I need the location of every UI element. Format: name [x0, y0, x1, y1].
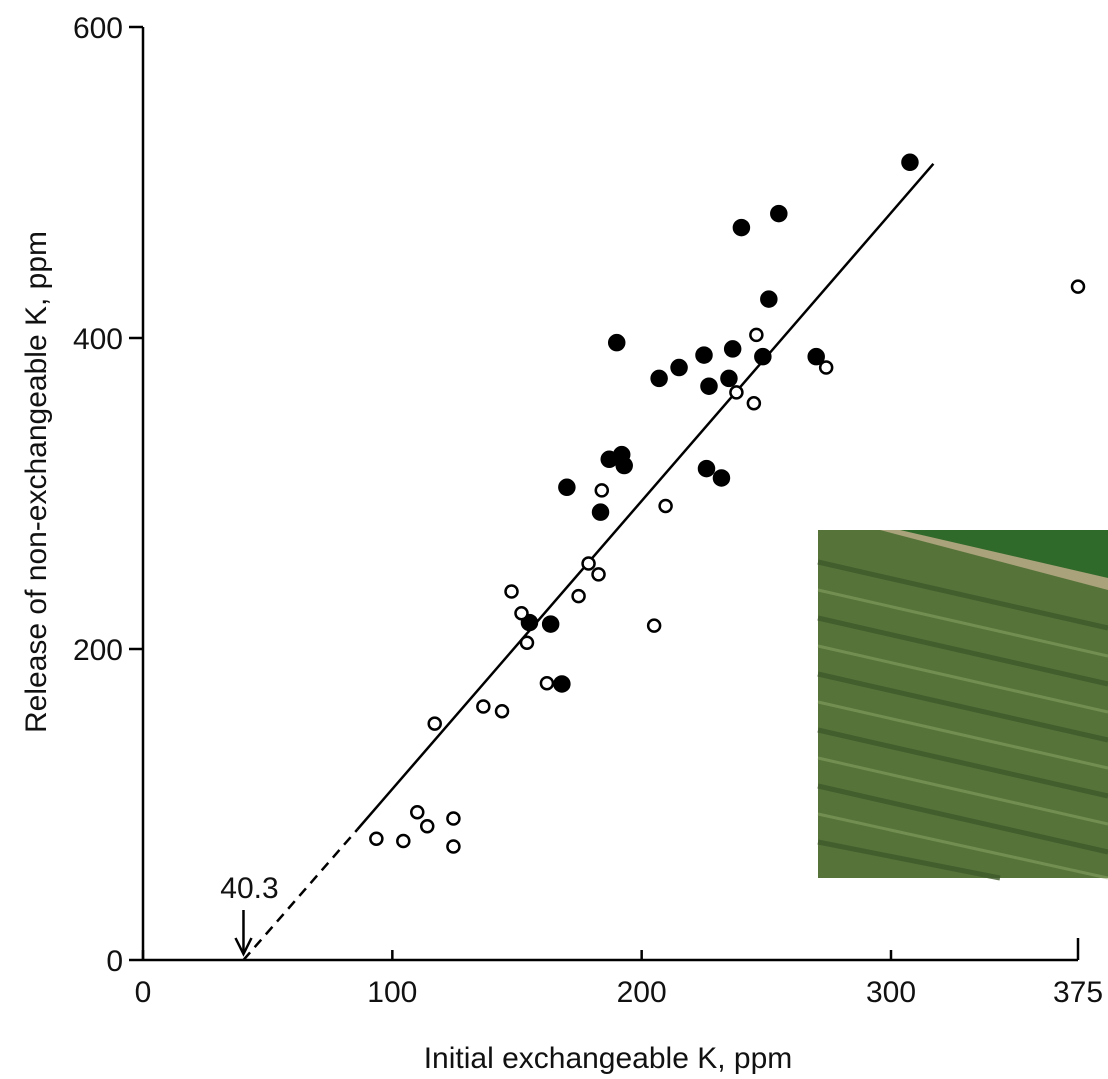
filled-point: [615, 456, 633, 475]
filled-point: [712, 469, 731, 487]
x-tick-label: 0: [135, 976, 152, 1009]
open-point: [818, 360, 834, 375]
open-point: [658, 498, 673, 514]
y-tick-label: 600: [73, 12, 123, 45]
filled-point: [760, 290, 778, 308]
open-point: [446, 811, 461, 826]
open-point: [581, 556, 596, 571]
x-tick-label: 200: [617, 976, 667, 1009]
photo-row: [817, 839, 1001, 881]
open-point: [646, 618, 662, 633]
filled-point: [720, 369, 738, 388]
intercept-arrowhead: [234, 937, 253, 957]
filled-point: [723, 340, 742, 358]
filled-point: [770, 204, 788, 223]
y-tick-label: 400: [73, 323, 123, 356]
filled-point: [700, 377, 718, 395]
fit-line-solid: [356, 163, 935, 831]
open-point: [571, 588, 586, 604]
open-point: [419, 819, 435, 834]
open-point: [514, 605, 529, 621]
filled-point: [754, 347, 772, 366]
open-point: [519, 635, 535, 651]
photo-row: [817, 615, 1108, 687]
x-tick-label: 300: [866, 976, 916, 1009]
y-tick-label: 200: [73, 634, 123, 667]
photo-row-highlight: [817, 756, 1108, 826]
photo-row-highlight: [817, 700, 1108, 770]
photo-row: [817, 727, 1108, 799]
filled-point: [732, 218, 751, 237]
filled-point: [807, 347, 825, 366]
x-tick-label: 100: [367, 976, 417, 1009]
filled-point: [695, 346, 713, 364]
y-tick-label: 0: [106, 945, 123, 978]
photo-highlights: [817, 588, 1108, 880]
open-point: [396, 833, 411, 849]
photo-background: [818, 530, 1108, 878]
filled-point: [670, 358, 688, 377]
open-point: [476, 699, 491, 714]
open-point: [749, 327, 764, 343]
photo-row: [817, 783, 1108, 855]
photo-row: [817, 671, 1108, 743]
crop-photo: [817, 530, 1108, 881]
photo-row-highlight: [817, 644, 1108, 714]
open-point: [729, 385, 744, 400]
filled-point: [650, 369, 668, 388]
photo-row-highlight: [817, 588, 1108, 658]
x-axis-label: Initial exchangeable K, ppm: [424, 1042, 793, 1075]
filled-point: [697, 459, 716, 478]
photo-row: [817, 559, 1108, 631]
filled-point: [901, 153, 919, 172]
photo-path: [880, 530, 1108, 590]
open-point: [1070, 279, 1086, 294]
intercept-label: 40.3: [220, 872, 278, 905]
fit-line-dashed: [242, 828, 359, 961]
open-point: [591, 567, 606, 582]
filled-point: [553, 675, 571, 693]
filled-point: [558, 478, 576, 497]
filled-point: [607, 333, 626, 352]
x-tick-label: 375: [1053, 976, 1103, 1009]
open-point: [539, 675, 555, 691]
open-point: [410, 805, 425, 820]
filled-point: [591, 503, 610, 521]
photo-row-highlight: [817, 812, 1108, 880]
open-point: [594, 483, 610, 498]
open-point: [427, 716, 442, 731]
open-point: [746, 396, 762, 411]
photo-rows: [817, 559, 1108, 881]
open-point: [504, 584, 519, 599]
y-axis-label: Release of non-exchangeable K, ppm: [20, 231, 53, 733]
filled-point: [541, 615, 560, 633]
open-point: [369, 831, 384, 846]
open-point: [446, 839, 461, 854]
open-point: [494, 703, 510, 719]
